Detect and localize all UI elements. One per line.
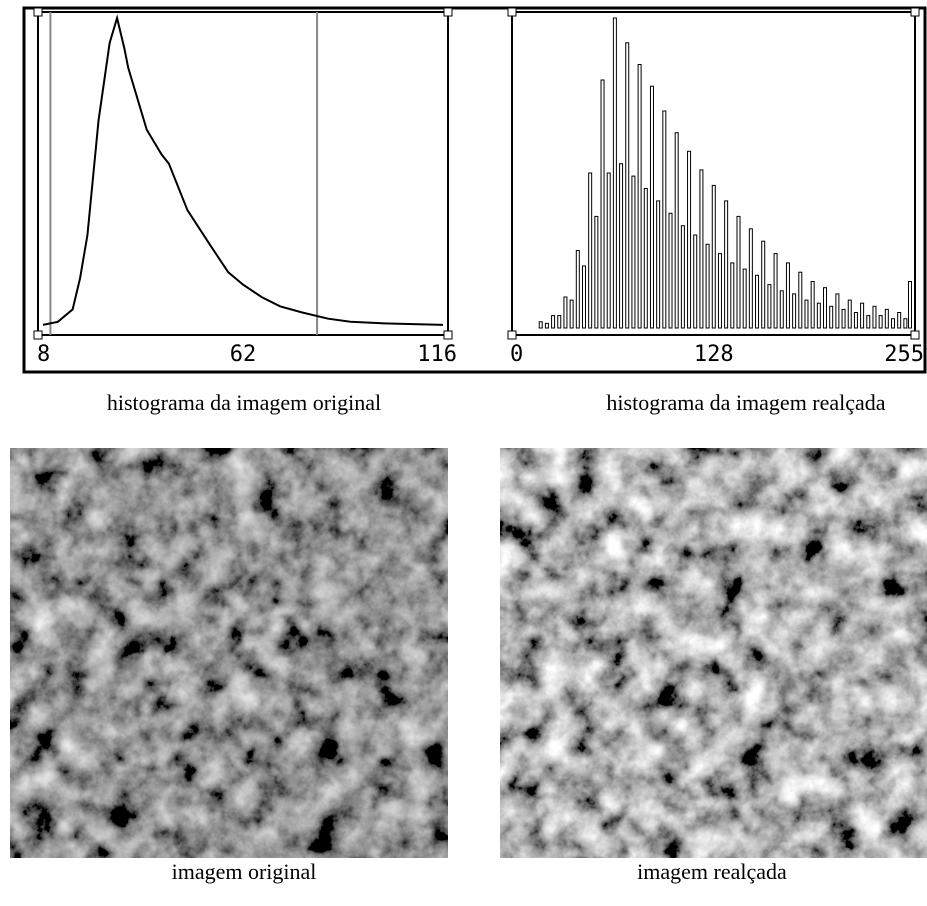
corner-handle xyxy=(910,7,920,17)
histogram-bar xyxy=(557,315,562,329)
histogram-bar xyxy=(606,172,611,329)
histogram-bar xyxy=(594,215,599,329)
satellite-image xyxy=(9,447,449,859)
histogram-bar xyxy=(699,169,704,329)
histogram-bar xyxy=(884,308,889,329)
histogram-bar xyxy=(680,225,685,329)
x-tick-label: 128 xyxy=(694,342,734,367)
x-tick-label: 255 xyxy=(884,342,924,367)
corner-handle xyxy=(507,330,517,340)
histogram-bar xyxy=(742,268,747,329)
histogram-bar xyxy=(785,262,790,329)
histogram-bar xyxy=(872,305,877,329)
histogram-bar xyxy=(569,299,574,329)
histogram-bar xyxy=(649,85,654,329)
histogram-bar xyxy=(619,163,624,329)
histogram-bar xyxy=(643,188,648,329)
corner-handle xyxy=(443,7,453,17)
histogram-bar xyxy=(891,318,896,329)
histogram-bar xyxy=(835,293,840,329)
histogram-bar xyxy=(816,302,821,329)
histogram-bar xyxy=(687,150,692,329)
histogram-bar xyxy=(773,253,778,329)
histogram-bar xyxy=(810,281,815,329)
histogram-bar xyxy=(551,315,556,329)
histogram-bar xyxy=(767,284,772,329)
histogram-bar xyxy=(878,315,883,329)
satellite-image xyxy=(499,447,927,859)
histogram-bar xyxy=(792,293,797,329)
histogram-bar xyxy=(575,250,580,329)
histogram-bar xyxy=(668,212,673,329)
corner-handle xyxy=(443,330,453,340)
x-tick-label: 116 xyxy=(417,342,457,367)
histogram-bar xyxy=(631,175,636,329)
x-tick-label: 0 xyxy=(510,342,523,367)
histogram-bar xyxy=(724,200,729,329)
chart-caption: histograma da imagem realçada xyxy=(606,390,885,415)
histogram-bar xyxy=(693,234,698,329)
x-tick-label: 8 xyxy=(37,342,50,367)
histogram-bar xyxy=(841,308,846,329)
histogram-curve xyxy=(42,14,444,326)
histogram-bar xyxy=(853,312,858,329)
histogram-bar xyxy=(538,321,543,329)
histogram-bar xyxy=(866,315,871,329)
histogram-bar xyxy=(563,296,568,329)
histogram-bar xyxy=(798,271,803,329)
histogram-bar xyxy=(656,200,661,329)
histogram-bar xyxy=(860,302,865,329)
frame xyxy=(22,6,927,374)
histogram-bar xyxy=(600,79,605,329)
corner-handle xyxy=(33,330,43,340)
corner-handle xyxy=(507,7,517,17)
histogram-bar xyxy=(717,253,722,329)
histogram-bar xyxy=(625,42,630,329)
histogram-bar xyxy=(662,110,667,329)
histogram-bar xyxy=(847,299,852,329)
histogram-bar xyxy=(588,172,593,329)
histogram-bar xyxy=(908,281,912,329)
histogram-bar xyxy=(674,132,679,329)
histogram-bar xyxy=(711,184,716,329)
image-caption: imagem original xyxy=(172,859,317,884)
plot-frame xyxy=(37,11,449,336)
histogram-bar xyxy=(705,243,710,329)
image-caption: imagem realçada xyxy=(637,859,787,884)
corner-handle xyxy=(33,7,43,17)
histogram-bar xyxy=(748,228,753,329)
histogram-bar xyxy=(581,265,586,329)
x-tick-label: 62 xyxy=(230,342,257,367)
histogram-bar xyxy=(804,299,809,329)
histogram-bar xyxy=(903,318,908,329)
histogram-bar xyxy=(730,262,735,329)
histogram-bar xyxy=(637,64,642,329)
chart-caption: histograma da imagem original xyxy=(107,390,381,415)
histogram-bar xyxy=(612,17,617,329)
histogram-bar xyxy=(779,290,784,329)
histogram-bar xyxy=(829,305,834,329)
histogram-bar xyxy=(761,240,766,329)
histogram-bar xyxy=(755,274,760,329)
histogram-bar xyxy=(544,322,549,329)
histogram-bar xyxy=(736,215,741,329)
corner-handle xyxy=(910,330,920,340)
histogram-bar xyxy=(897,312,902,329)
histogram-bar xyxy=(823,287,828,329)
